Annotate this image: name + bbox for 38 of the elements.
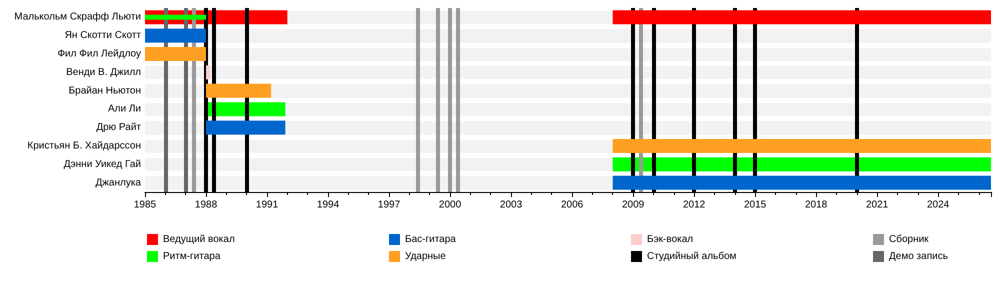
- x-tick-label: 2024: [927, 200, 950, 210]
- y-tick-label: Малькольм Скрафф Льюти: [14, 12, 141, 23]
- x-tick-label: 2021: [866, 200, 889, 210]
- x-tick-label: 2015: [744, 200, 767, 210]
- legend-label: Сборник: [889, 234, 930, 245]
- y-tick-label: Дэнни Уикед Гай: [64, 158, 141, 170]
- legend-label: Ударные: [405, 251, 446, 262]
- x-tick-label: 2003: [500, 200, 523, 210]
- legend-label: Ритм-гитара: [163, 251, 221, 262]
- x-tick-label: 1985: [134, 200, 157, 210]
- x-tick-label: 2009: [622, 200, 645, 210]
- legend-label: Студийный альбом: [647, 251, 737, 262]
- legend-label: Демо запись: [889, 251, 948, 262]
- x-tick-label: 1994: [316, 200, 340, 210]
- y-tick-label: Брайан Ньютон: [68, 85, 141, 96]
- x-tick-label: 2000: [438, 200, 462, 210]
- bar: [145, 47, 206, 61]
- y-tick-label: Джанлука: [95, 177, 142, 188]
- bar: [145, 14, 206, 20]
- y-tick-label: Фил Фил Лейдлоу: [57, 48, 141, 60]
- y-tick-label: Ян Скотти Скотт: [64, 30, 142, 42]
- y-tick-label: Дрю Райт: [96, 122, 142, 134]
- x-tick-label: 2018: [804, 200, 828, 210]
- x-tick-label: 1988: [194, 200, 218, 210]
- legend-label: Ведущий вокал: [163, 234, 235, 245]
- bar: [145, 28, 206, 43]
- legend-label: Бэк-вокал: [647, 234, 694, 245]
- x-tick-label: 2012: [682, 200, 706, 210]
- y-tick-label: Кристьян Б. Хайдарссон: [27, 140, 141, 152]
- x-tick-label: 1991: [256, 200, 279, 210]
- legend-label: Бас-гитара: [405, 234, 456, 245]
- bar: [206, 120, 286, 135]
- x-tick-label: 2006: [560, 200, 584, 210]
- x-tick-label: 1997: [378, 200, 401, 210]
- bar: [206, 65, 210, 80]
- y-tick-label: Венди В. Джилл: [66, 66, 142, 78]
- bar: [206, 84, 272, 98]
- y-tick-label: Али Ли: [108, 104, 141, 115]
